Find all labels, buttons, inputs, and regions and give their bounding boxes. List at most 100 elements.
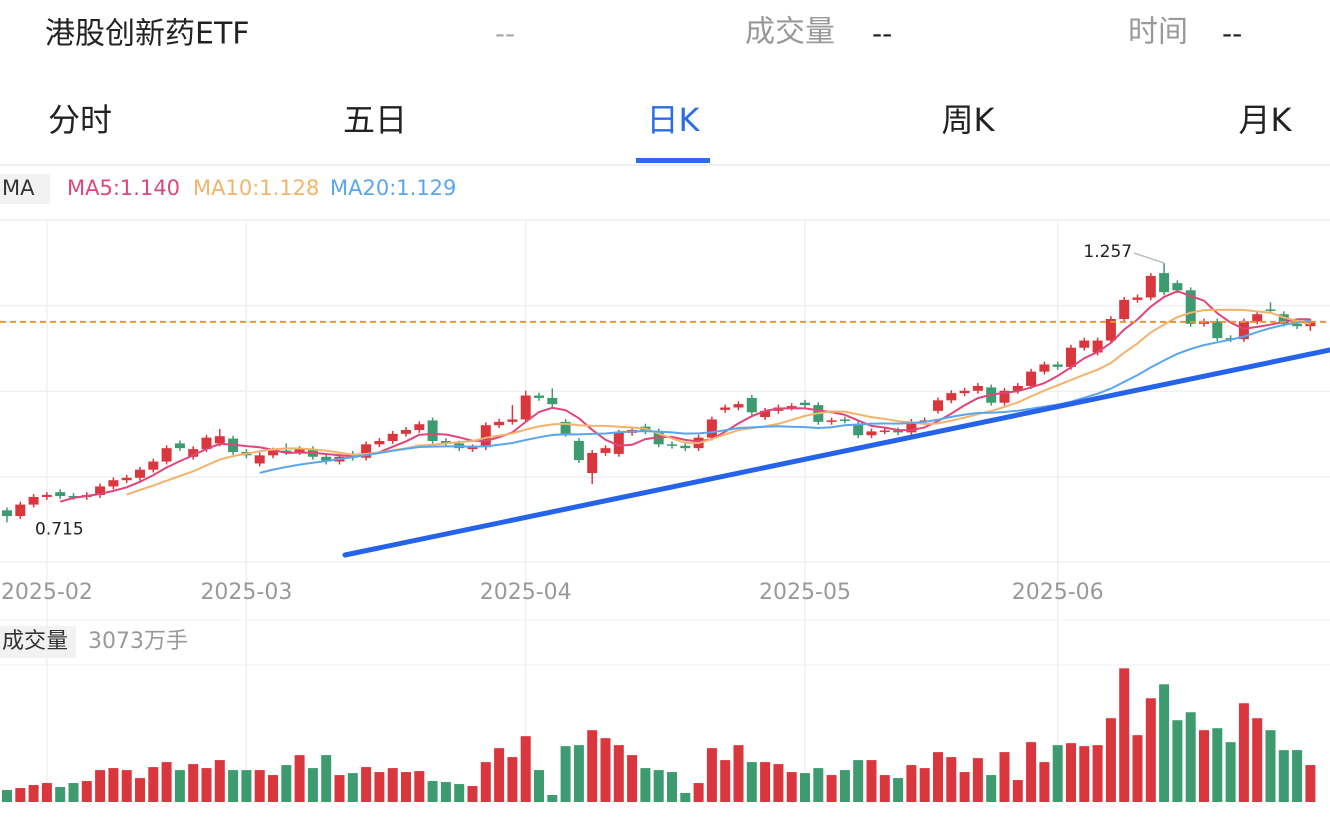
tab[interactable]: 月K bbox=[1239, 101, 1293, 139]
volume-bar bbox=[1159, 684, 1170, 802]
time-label: 时间 bbox=[1128, 15, 1188, 50]
candle-body bbox=[507, 419, 518, 422]
volume-bar bbox=[334, 775, 345, 802]
volume-bar bbox=[733, 745, 744, 802]
ma-line bbox=[259, 319, 1311, 474]
volume-bar bbox=[720, 760, 731, 802]
ma-line bbox=[126, 308, 1311, 496]
volume-bar bbox=[201, 768, 212, 802]
candle-body bbox=[706, 419, 717, 438]
volume-bar bbox=[81, 781, 92, 802]
volume-bar bbox=[1305, 765, 1316, 802]
volume-bar bbox=[1278, 750, 1289, 802]
ma-legend: MA20:1.129 bbox=[330, 176, 456, 200]
volume-bar bbox=[41, 783, 52, 802]
volume-bar bbox=[813, 768, 824, 802]
candle-body bbox=[1105, 319, 1116, 341]
candle-body bbox=[866, 431, 877, 436]
volume-bar bbox=[613, 745, 624, 802]
candle-body bbox=[121, 477, 132, 481]
candle-body bbox=[1172, 283, 1183, 291]
volume-bar bbox=[268, 775, 278, 802]
candle-body bbox=[414, 424, 425, 430]
x-tick-label: 2025-03 bbox=[200, 580, 292, 605]
candle-body bbox=[999, 390, 1010, 403]
candle-body bbox=[161, 448, 172, 462]
candle-body bbox=[520, 395, 531, 420]
volume-bar bbox=[906, 765, 917, 802]
candle-body bbox=[467, 447, 478, 450]
volume-bar bbox=[627, 755, 638, 802]
volume-bar bbox=[1052, 745, 1063, 802]
volume-bar bbox=[800, 773, 810, 802]
candle-body bbox=[1292, 323, 1303, 327]
candle-body bbox=[55, 492, 66, 496]
volume-bar bbox=[414, 771, 425, 802]
x-tick-label: 2025-02 bbox=[1, 580, 93, 605]
candle-body bbox=[2, 510, 12, 517]
volume-bar bbox=[241, 770, 252, 802]
volume-bar bbox=[68, 783, 79, 802]
volume-bar bbox=[214, 760, 225, 802]
volume-bar bbox=[826, 775, 837, 802]
candle-body bbox=[1238, 321, 1249, 340]
candle-body bbox=[667, 444, 677, 446]
volume-bar bbox=[1012, 780, 1023, 802]
volume-bar bbox=[454, 784, 465, 802]
candle-body bbox=[1305, 321, 1316, 327]
volume-bar bbox=[959, 772, 970, 802]
candle-body bbox=[1119, 299, 1130, 320]
annotation-label: 1.257 bbox=[1083, 242, 1132, 262]
candle-body bbox=[534, 395, 544, 398]
tab[interactable]: 五日 bbox=[343, 101, 407, 139]
candle-body bbox=[893, 430, 904, 433]
volume-bar bbox=[573, 745, 584, 802]
volume-bar bbox=[161, 762, 172, 802]
candle-body bbox=[201, 437, 212, 450]
tab[interactable]: 分时 bbox=[48, 101, 112, 139]
volume-bar bbox=[321, 755, 332, 802]
volume-bar bbox=[228, 770, 239, 802]
volume-bar bbox=[893, 778, 904, 802]
time-value: -- bbox=[1222, 17, 1242, 50]
volume-bar bbox=[933, 752, 943, 802]
volume-bar bbox=[387, 768, 398, 802]
candle-body bbox=[387, 433, 398, 441]
volume-bar bbox=[946, 757, 957, 802]
volume-bar bbox=[1225, 742, 1236, 802]
price: -- bbox=[495, 17, 515, 50]
candle-body bbox=[959, 390, 970, 394]
candle-body bbox=[680, 445, 691, 449]
volume-bar bbox=[667, 772, 677, 802]
volume-bar bbox=[55, 787, 66, 802]
candle-body bbox=[321, 456, 332, 462]
candle-body bbox=[879, 430, 890, 432]
volume-label: 成交量 bbox=[745, 15, 835, 50]
candle-body bbox=[254, 455, 265, 464]
candle-body bbox=[720, 407, 731, 410]
volume-bar bbox=[986, 775, 997, 802]
candle-body bbox=[746, 397, 757, 413]
candle-body bbox=[108, 480, 119, 487]
volume-bar bbox=[1145, 698, 1156, 802]
candle-body bbox=[1052, 364, 1063, 367]
candle-body bbox=[214, 436, 225, 444]
candle-body bbox=[41, 495, 52, 497]
volume-bar bbox=[254, 770, 265, 802]
volume-bar bbox=[1212, 728, 1223, 802]
volume-bar bbox=[972, 758, 983, 802]
candle-body bbox=[733, 404, 744, 408]
candle-body bbox=[1278, 314, 1289, 324]
tab[interactable]: 周K bbox=[942, 101, 996, 139]
volume-bar bbox=[108, 768, 119, 802]
x-tick-label: 2025-06 bbox=[1012, 580, 1104, 605]
candle-body bbox=[480, 425, 491, 448]
volume-bar bbox=[1252, 718, 1263, 802]
tab[interactable]: 日K bbox=[647, 101, 701, 139]
volume-value: -- bbox=[872, 17, 892, 50]
candle-body bbox=[281, 450, 292, 453]
volume-bar bbox=[1105, 718, 1116, 802]
volume-bar bbox=[148, 767, 159, 802]
volume-bar bbox=[706, 748, 717, 802]
